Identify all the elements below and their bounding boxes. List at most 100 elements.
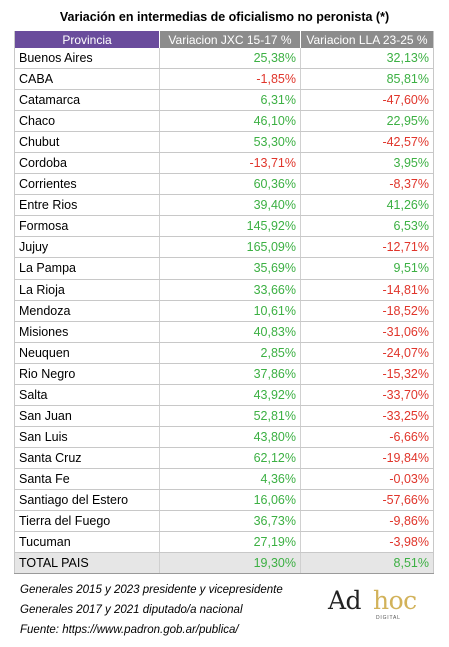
province-name: Catamarca (14, 89, 160, 112)
lla-variation-cell: -18,52% (300, 300, 434, 322)
jxc-variation-cell: 4,36% (159, 468, 301, 490)
jxc-variation-cell: 35,69% (159, 257, 301, 280)
adhoc-logo: Ad hoc DIGITAL (328, 586, 428, 626)
table-row: CABA -1,85% 85,81% (14, 68, 434, 91)
table-row: Chubut 53,30% -42,57% (14, 131, 434, 154)
jxc-variation-cell: 36,73% (159, 510, 301, 533)
province-name: San Luis (14, 426, 160, 448)
lla-variation-cell: -0,03% (300, 468, 434, 490)
table-row: Santa Fe 4,36% -0,03% (14, 468, 434, 490)
jxc-variation-cell: 39,40% (159, 194, 301, 217)
table-row: Santa Cruz 62,12% -19,84% (14, 447, 434, 469)
province-name: Rio Negro (14, 363, 160, 385)
table-row: Chaco 46,10% 22,95% (14, 110, 434, 133)
lla-variation-cell: 32,13% (300, 48, 434, 70)
lla-variation-cell: 85,81% (300, 68, 434, 91)
table-row: Corrientes 60,36% -8,37% (14, 173, 434, 196)
jxc-variation-cell: 37,86% (159, 363, 301, 385)
province-name: La Pampa (14, 257, 160, 280)
table-row: Neuquen 2,85% -24,07% (14, 342, 434, 364)
lla-variation-cell: -42,57% (300, 131, 434, 154)
jxc-variation-cell: 60,36% (159, 173, 301, 196)
province-name: Mendoza (14, 300, 160, 322)
jxc-variation-cell: 10,61% (159, 300, 301, 322)
jxc-variation-cell: -13,71% (159, 152, 301, 175)
results-table: Provincia Variacion JXC 15-17 % Variacio… (14, 31, 434, 575)
province-name: La Rioja (14, 279, 160, 301)
province-name: Jujuy (14, 236, 160, 259)
lla-variation-cell: -19,84% (300, 447, 434, 469)
table-row: Rio Negro 37,86% -15,32% (14, 363, 434, 385)
lla-variation-cell: -15,32% (300, 363, 434, 385)
lla-variation-cell: -31,06% (300, 321, 434, 343)
header-lla: Variacion LLA 23-25 % (300, 31, 434, 48)
logo-text-hoc: hoc (373, 586, 417, 615)
jxc-variation-cell: 33,66% (159, 279, 301, 301)
table-row: Buenos Aires 25,38% 32,13% (14, 48, 434, 70)
province-name: Santa Cruz (14, 447, 160, 469)
lla-variation-cell: 3,95% (300, 152, 434, 175)
header-jxc: Variacion JXC 15-17 % (159, 31, 301, 48)
province-name: Chubut (14, 131, 160, 154)
lla-variation-cell: 8,51% (300, 552, 434, 575)
total-row: TOTAL PAIS 19,30% 8,51% (14, 552, 434, 575)
table-row: Santiago del Estero 16,06% -57,66% (14, 489, 434, 512)
jxc-variation-cell: 43,92% (159, 384, 301, 406)
province-name: Salta (14, 384, 160, 406)
province-name: Cordoba (14, 152, 160, 175)
table-row: Catamarca 6,31% -47,60% (14, 89, 434, 112)
lla-variation-cell: -47,60% (300, 89, 434, 112)
province-name: Corrientes (14, 173, 160, 196)
lla-variation-cell: -12,71% (300, 236, 434, 259)
lla-variation-cell: -14,81% (300, 279, 434, 301)
lla-variation-cell: -24,07% (300, 342, 434, 364)
logo-text-digital: DIGITAL (376, 615, 401, 621)
table-row: San Juan 52,81% -33,25% (14, 405, 434, 427)
lla-variation-cell: -6,66% (300, 426, 434, 448)
jxc-variation-cell: 145,92% (159, 215, 301, 238)
logo-text-ad: Ad (328, 586, 362, 615)
lla-variation-cell: 22,95% (300, 110, 434, 133)
footnote-3: Fuente: https://www.padron.gob.ar/public… (20, 624, 239, 636)
province-name: Tierra del Fuego (14, 510, 160, 533)
table-row: Tierra del Fuego 36,73% -9,86% (14, 510, 434, 533)
table-row: La Rioja 33,66% -14,81% (14, 279, 434, 301)
lla-variation-cell: 41,26% (300, 194, 434, 217)
jxc-variation-cell: 27,19% (159, 531, 301, 554)
table-row: Tucuman 27,19% -3,98% (14, 531, 434, 554)
table-row: Formosa 145,92% 6,53% (14, 215, 434, 238)
jxc-variation-cell: 6,31% (159, 89, 301, 112)
table-row: Cordoba -13,71% 3,95% (14, 152, 434, 175)
province-name: CABA (14, 68, 160, 91)
jxc-variation-cell: 62,12% (159, 447, 301, 469)
province-name: Neuquen (14, 342, 160, 364)
jxc-variation-cell: -1,85% (159, 68, 301, 91)
table-row: San Luis 43,80% -6,66% (14, 426, 434, 448)
jxc-variation-cell: 16,06% (159, 489, 301, 512)
jxc-variation-cell: 2,85% (159, 342, 301, 364)
lla-variation-cell: -8,37% (300, 173, 434, 196)
lla-variation-cell: 6,53% (300, 215, 434, 238)
header-provincia: Provincia (14, 31, 160, 48)
jxc-variation-cell: 53,30% (159, 131, 301, 154)
table-row: Misiones 40,83% -31,06% (14, 321, 434, 343)
jxc-variation-cell: 19,30% (159, 552, 301, 575)
table-title: Variación en intermedias de oficialismo … (59, 10, 390, 24)
table-row: Salta 43,92% -33,70% (14, 384, 434, 406)
jxc-variation-cell: 46,10% (159, 110, 301, 133)
lla-variation-cell: -57,66% (300, 489, 434, 512)
jxc-variation-cell: 165,09% (159, 236, 301, 259)
province-name: Formosa (14, 215, 160, 238)
footnote-1: Generales 2015 y 2023 presidente y vicep… (20, 584, 283, 596)
lla-variation-cell: -9,86% (300, 510, 434, 533)
province-name: Santa Fe (14, 468, 160, 490)
table-row: Entre Rios 39,40% 41,26% (14, 194, 434, 217)
jxc-variation-cell: 52,81% (159, 405, 301, 427)
province-name: Buenos Aires (14, 48, 160, 70)
province-name: Entre Rios (14, 194, 160, 217)
jxc-variation-cell: 40,83% (159, 321, 301, 343)
province-name: TOTAL PAIS (14, 552, 160, 575)
province-name: Chaco (14, 110, 160, 133)
lla-variation-cell: -33,70% (300, 384, 434, 406)
province-name: San Juan (14, 405, 160, 427)
